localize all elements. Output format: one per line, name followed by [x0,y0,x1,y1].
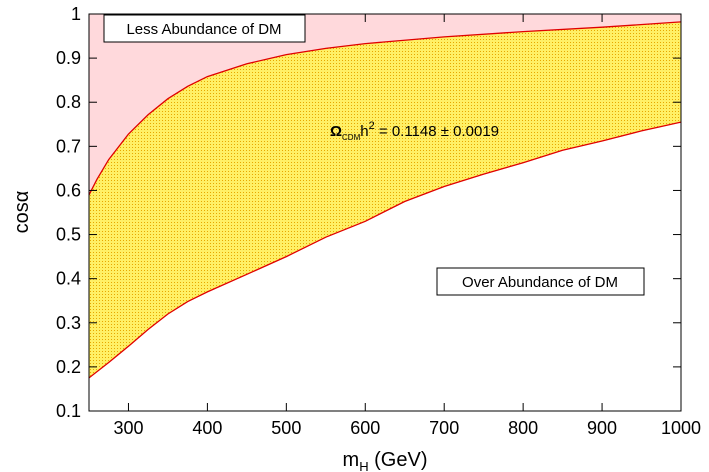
y-tick-label-0.4: 0.4 [56,269,81,289]
upper-boundary-curve [89,21,681,196]
x-axis-ticks: 300 400 500 600 700 800 900 1000 [113,14,701,438]
h-superscript: 2 [369,120,375,132]
y-tick-label-0.3: 0.3 [56,313,81,333]
y-tick-label-0.5: 0.5 [56,225,81,245]
y-tick-label-0.9: 0.9 [56,48,81,68]
x-tick-label-700: 700 [429,418,459,438]
x-tick-label-500: 500 [271,418,301,438]
y-tick-label-1: 1 [71,4,81,24]
y-tick-label-0.8: 0.8 [56,92,81,112]
h-symbol: h [360,123,368,140]
formula-value: = 0.1148 ± 0.0019 [375,123,499,140]
y-tick-label-0.7: 0.7 [56,136,81,156]
lower-boundary-curve [89,121,681,379]
less-abundance-label-box [103,14,306,43]
x-axis-label-main: m [343,449,360,471]
x-tick-label-400: 400 [192,418,222,438]
relic-density-formula: ΩCDMh2 = 0.1148 ± 0.0019 [330,120,499,142]
x-tick-label-600: 600 [350,418,380,438]
over-abundance-label-box [436,267,645,296]
less-abundance-region [89,14,681,195]
plot-frame [88,13,682,412]
y-tick-label-0.2: 0.2 [56,357,81,377]
y-axis-ticks: 0.1 0.2 0.3 0.4 0.5 0.6 0.7 0.8 0.9 1 [56,4,681,421]
x-tick-label-800: 800 [508,418,538,438]
x-axis-label: mH (GeV) [343,449,428,472]
over-abundance-label: Over Abundance of DM [462,274,618,291]
omega-symbol: Ω [330,123,342,140]
x-tick-label-900: 900 [587,418,617,438]
x-tick-label-300: 300 [113,418,143,438]
omega-subscript: CDM [342,133,361,142]
y-axis-label: cosα [11,191,33,234]
x-tick-label-1000: 1000 [661,418,701,438]
x-axis-label-unit: (GeV) [369,449,428,471]
y-tick-label-0.6: 0.6 [56,180,81,200]
less-abundance-label: Less Abundance of DM [126,21,281,38]
x-axis-label-sub: H [359,459,368,472]
y-tick-label-0.1: 0.1 [56,401,81,421]
allowed-relic-density-band [89,21,681,378]
